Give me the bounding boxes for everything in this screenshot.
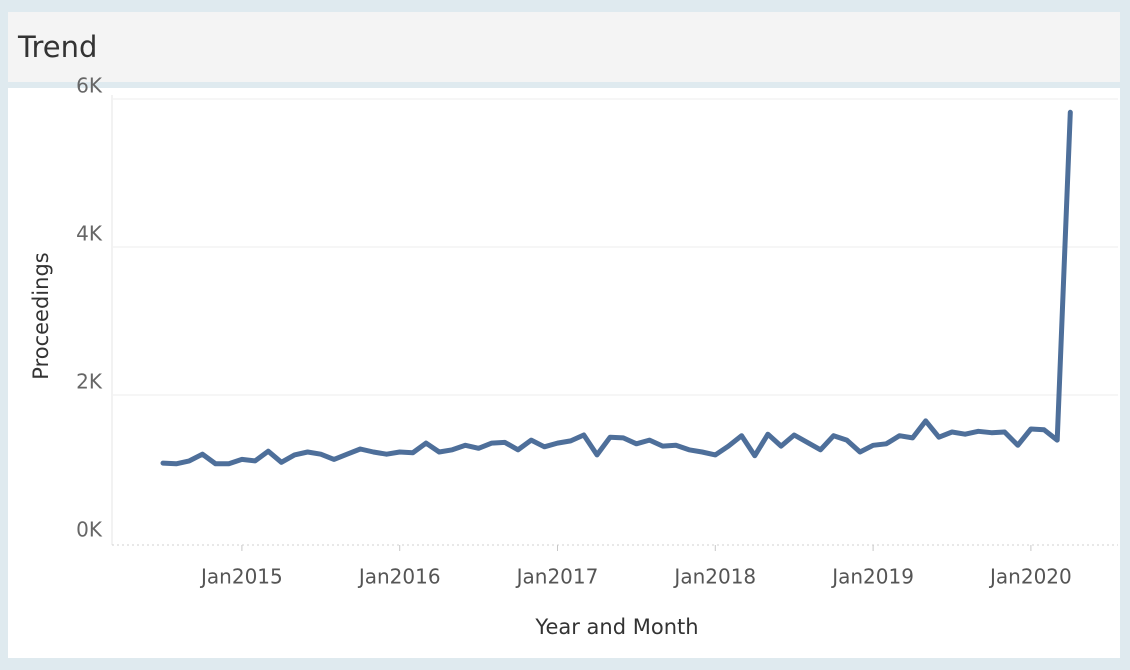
y-tick-label: 2K	[76, 370, 103, 394]
title-bar: Trend	[8, 12, 1120, 82]
y-tick-label: 0K	[76, 518, 103, 542]
y-axis-title: Proceedings	[29, 252, 53, 379]
x-tick-label: Jan2017	[515, 565, 599, 589]
chart-title: Trend	[18, 30, 98, 64]
x-tick-label: Jan2016	[357, 565, 441, 589]
y-tick-label: 4K	[76, 222, 103, 246]
x-tick-label: Jan2018	[672, 565, 756, 589]
y-tick-label: 6K	[76, 74, 103, 98]
plot-background	[8, 88, 1120, 658]
x-tick-label: Jan2019	[830, 565, 914, 589]
line-series	[160, 109, 1073, 467]
x-tick-label: Jan2020	[988, 565, 1072, 589]
x-tick-label: Jan2015	[199, 565, 283, 589]
x-axis-title: Year and Month	[534, 615, 698, 639]
